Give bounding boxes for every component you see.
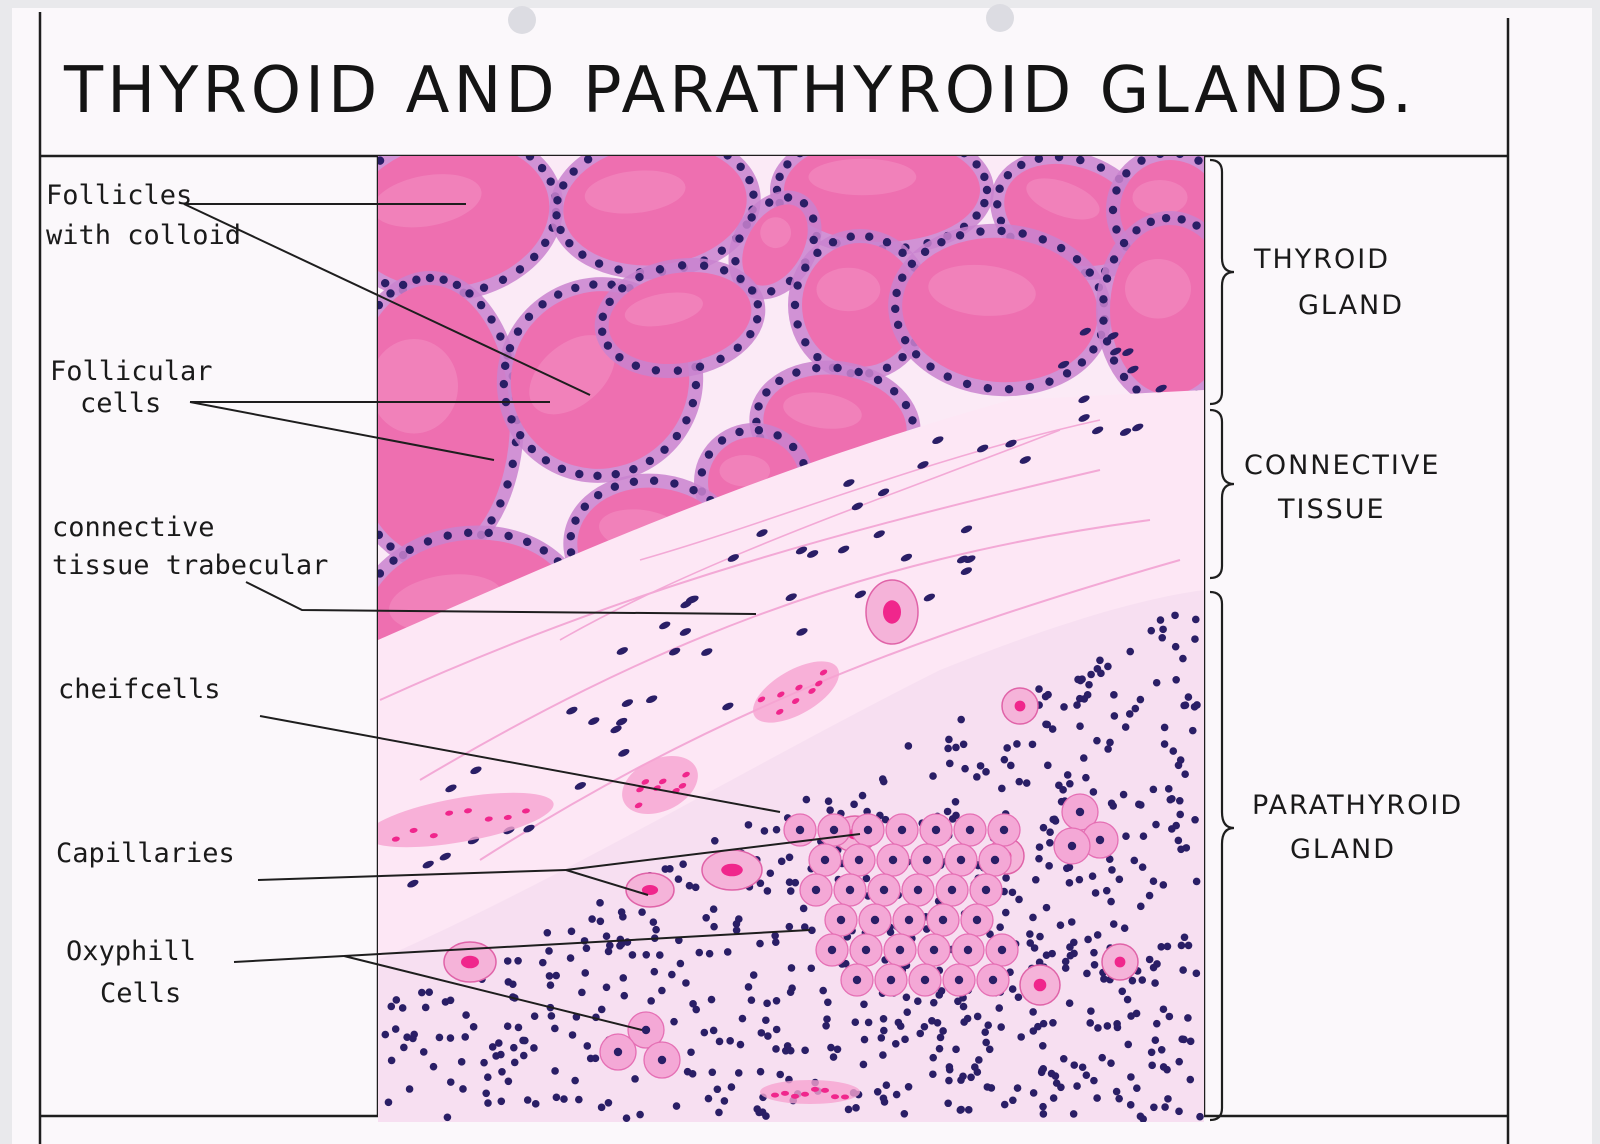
label-chief-cells: cheifcells <box>58 674 221 705</box>
thyroid-follicle <box>594 258 766 378</box>
oxyphil-cluster <box>599 793 1119 1079</box>
punch-hole-right <box>986 4 1014 32</box>
histology-panel <box>378 156 1204 1122</box>
label-parathyroid: PARATHYROID <box>1252 790 1463 821</box>
thyroid-follicle <box>770 156 994 256</box>
thyroid-follicle <box>888 223 1112 397</box>
thyroid-follicle <box>1096 211 1204 409</box>
connective-tissue-nuclei <box>407 327 1167 888</box>
region-braces <box>1209 158 1235 1122</box>
label-follicles-line2: with colloid <box>46 220 241 251</box>
label-oxyphil-cells: Oxyphill <box>66 936 196 967</box>
right-labels: THYROID GLAND CONNECTIVE TISSUE PARATHYR… <box>1244 244 1463 865</box>
label-follicles: Follicles <box>46 180 192 211</box>
label-ct-trabecular: connective <box>52 512 215 543</box>
page-title: THYROID AND PARATHYROID GLANDS. <box>63 54 1416 128</box>
punch-hole-left <box>508 6 536 34</box>
label-follicular-cells: Follicular <box>50 356 213 387</box>
label-connective: CONNECTIVE <box>1244 450 1440 481</box>
left-labels: Follicles with colloid Follicular cells … <box>46 180 328 1009</box>
label-capillaries: Capillaries <box>56 838 235 869</box>
label-follicular-cells-line2: cells <box>80 388 161 419</box>
label-parathyroid-line2: GLAND <box>1290 834 1396 865</box>
label-connective-line2: TISSUE <box>1277 494 1386 525</box>
thyroid-follicle <box>728 190 822 300</box>
label-oxyphil-cells-line2: Cells <box>100 978 181 1009</box>
label-thyroid: THYROID <box>1253 244 1390 275</box>
thyroid-follicle <box>378 271 524 569</box>
label-thyroid-line2: GLAND <box>1298 290 1404 321</box>
leader-lines <box>183 203 861 1031</box>
thyroid-follicle <box>549 156 761 280</box>
label-ct-trabecular-line2: tissue trabecular <box>52 550 328 581</box>
